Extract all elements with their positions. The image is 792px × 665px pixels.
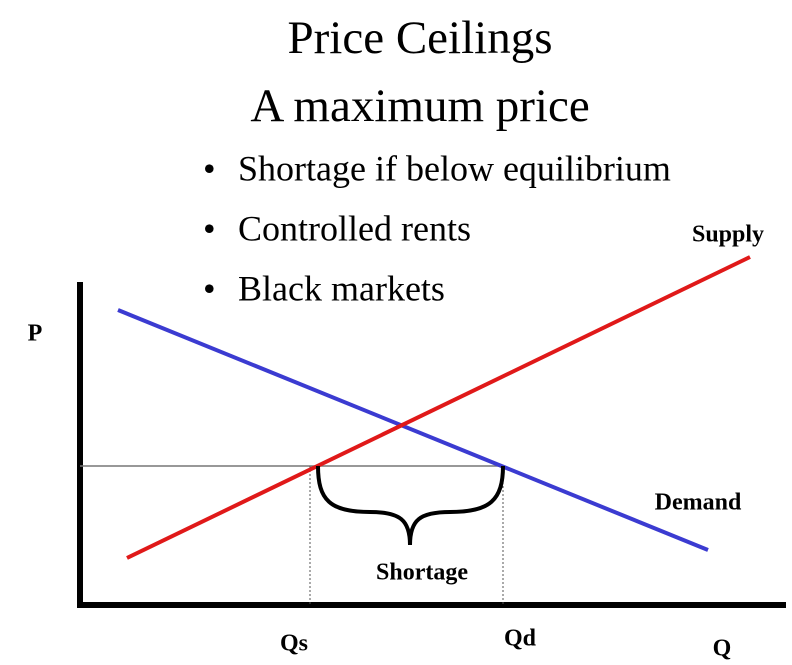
y-axis-label: P bbox=[28, 321, 43, 347]
demand-label: Demand bbox=[655, 490, 742, 516]
demand-curve bbox=[117, 308, 709, 552]
qs-label: Qs bbox=[280, 631, 308, 657]
bullet-text: Controlled rents bbox=[238, 208, 471, 248]
bullet-dot: • bbox=[203, 208, 216, 248]
bullet-dot: • bbox=[203, 148, 216, 188]
supply-label: Supply bbox=[692, 222, 764, 248]
qd-label: Qd bbox=[504, 626, 537, 652]
bullet-dot: • bbox=[203, 268, 216, 308]
shortage-label: Shortage bbox=[376, 560, 468, 586]
bullet-text: Black markets bbox=[238, 268, 445, 308]
bullet-text: Shortage if below equilibrium bbox=[238, 148, 671, 188]
x-axis-label: Q bbox=[713, 636, 732, 662]
shortage-brace bbox=[316, 465, 505, 546]
supply-curve bbox=[126, 255, 751, 560]
subtitle: A maximum price bbox=[250, 80, 589, 132]
title: Price Ceilings bbox=[288, 12, 553, 64]
